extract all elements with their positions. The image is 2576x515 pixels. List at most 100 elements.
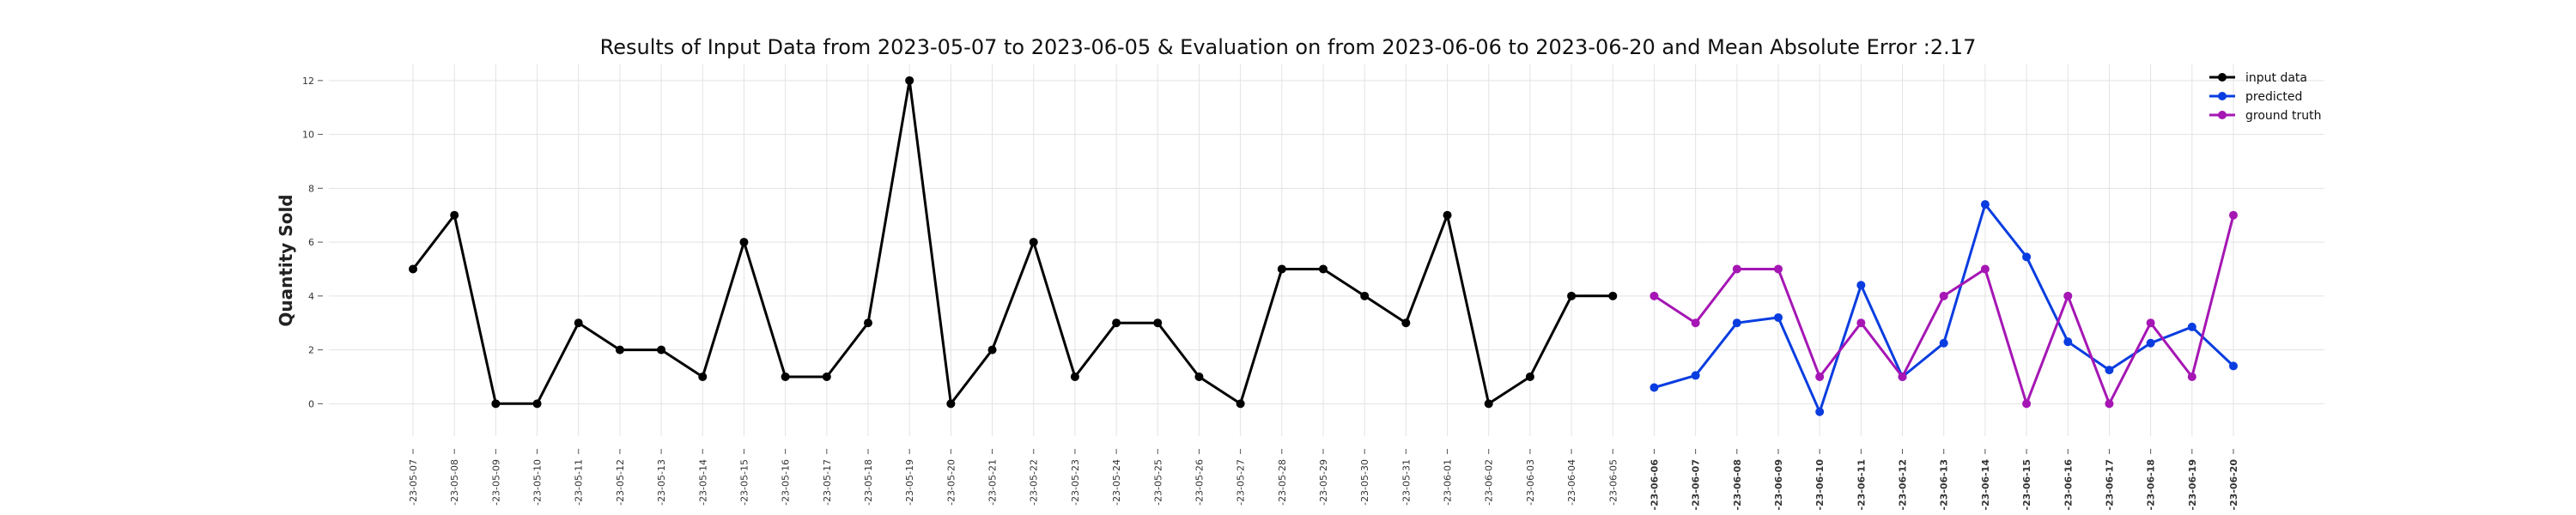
data-point (409, 264, 417, 274)
data-point (1939, 338, 1948, 348)
y-tick-label: 12 (302, 76, 314, 87)
x-tick-label: -23-06-09 (1773, 459, 1784, 511)
x-tick-label: -23-06-19 (2187, 459, 2198, 511)
y-axis-ticks: 0 2 4 6 8 10 12 (302, 76, 323, 409)
data-point (1070, 372, 1079, 381)
data-point (1484, 399, 1493, 409)
data-point (1608, 291, 1618, 300)
x-tick-label: -23-05-20 (945, 459, 957, 506)
data-point (2146, 318, 2155, 328)
data-point (1236, 399, 1245, 409)
grid (329, 64, 2324, 436)
series-line (411, 79, 1613, 405)
legend-marker (2218, 92, 2227, 100)
x-tick-label: -23-05-23 (1070, 459, 1081, 506)
x-tick-label: -23-06-01 (1443, 459, 1454, 506)
x-tick-label: -23-06-06 (1649, 459, 1660, 511)
data-point (2022, 399, 2032, 409)
data-point (574, 318, 583, 328)
data-point (739, 238, 749, 247)
data-point (1277, 264, 1286, 274)
data-point (2063, 291, 2073, 300)
data-point (1980, 264, 1990, 274)
data-point (2146, 338, 2155, 348)
data-point (1980, 200, 1990, 209)
series-lines (409, 76, 2238, 416)
x-tick-label: -23-05-16 (781, 459, 792, 506)
data-point (2229, 361, 2238, 371)
data-point (946, 399, 956, 409)
x-tick-label: -23-06-05 (1607, 459, 1619, 506)
y-axis-label: Quantity Sold (276, 194, 296, 326)
data-point (2229, 210, 2238, 220)
data-point (2022, 252, 2032, 262)
y-tick-label: 6 (308, 237, 314, 248)
data-point (1319, 264, 1327, 274)
data-point (1732, 318, 1741, 328)
x-tick-label: -23-05-18 (863, 459, 874, 506)
y-tick-label: 4 (308, 291, 314, 302)
data-point (698, 372, 708, 381)
data-point (1939, 291, 1948, 300)
x-tick-label: -23-05-08 (449, 459, 460, 506)
data-point (1649, 383, 1659, 392)
y-tick-label: 8 (308, 183, 314, 194)
x-tick-label: -23-05-14 (697, 459, 708, 506)
data-point (1815, 407, 1825, 416)
x-tick-label: -23-05-13 (656, 459, 667, 506)
data-point (1898, 372, 1907, 381)
x-tick-label: -23-05-09 (490, 459, 501, 506)
data-point (781, 372, 790, 381)
data-point (1815, 372, 1825, 381)
legend-marker (2218, 73, 2227, 82)
x-tick-label: -23-06-11 (1856, 459, 1867, 511)
data-point (1525, 372, 1534, 381)
data-point (864, 318, 872, 328)
data-point (987, 345, 997, 354)
data-point (1856, 318, 1866, 328)
legend-entry: ground truth (2245, 109, 2321, 123)
x-tick-label: -23-05-29 (1318, 459, 1329, 506)
data-point (1649, 291, 1659, 300)
x-tick-label: -23-06-18 (2146, 459, 2157, 511)
data-point (2187, 322, 2196, 331)
data-point (1774, 264, 1783, 274)
data-point (1732, 264, 1741, 274)
x-tick-label: -23-06-17 (2104, 459, 2115, 511)
data-point (1567, 291, 1577, 300)
data-point (1443, 210, 1452, 220)
x-tick-label: -23-05-28 (1277, 459, 1288, 506)
y-tick-label: 0 (308, 398, 314, 409)
data-point (1194, 372, 1204, 381)
data-point (615, 345, 624, 354)
data-point (1029, 238, 1038, 247)
data-point (491, 399, 501, 409)
x-tick-label: -23-06-10 (1814, 459, 1826, 511)
data-point (1691, 371, 1700, 380)
series-input-data (409, 76, 1618, 409)
chart-title: Results of Input Data from 2023-05-07 to… (600, 35, 1977, 59)
x-tick-label: -23-05-07 (408, 459, 419, 506)
x-tick-label: -23-06-16 (2063, 459, 2074, 511)
y-tick-label: 10 (302, 130, 314, 141)
legend-entry: input data (2245, 71, 2307, 85)
x-tick-label: -23-05-17 (822, 459, 833, 506)
data-point (1401, 318, 1411, 328)
x-tick-label: -23-05-27 (1236, 459, 1247, 506)
x-tick-label: -23-06-04 (1566, 459, 1577, 506)
x-tick-label: -23-06-02 (1484, 459, 1495, 506)
data-point (2187, 372, 2196, 381)
data-point (1774, 312, 1783, 322)
x-tick-label: -23-05-25 (1152, 459, 1163, 506)
x-tick-label: -23-06-20 (2228, 459, 2239, 511)
data-point (1856, 281, 1866, 290)
x-tick-label: -23-05-10 (532, 459, 544, 506)
x-tick-label: -23-06-08 (1732, 459, 1743, 511)
x-tick-label: -23-06-12 (1898, 459, 1909, 511)
x-tick-label: -23-06-03 (1525, 459, 1536, 506)
x-tick-label: -23-05-19 (904, 459, 915, 506)
data-point (905, 76, 914, 85)
x-tick-label: -23-05-15 (738, 459, 750, 506)
data-point (532, 399, 542, 409)
